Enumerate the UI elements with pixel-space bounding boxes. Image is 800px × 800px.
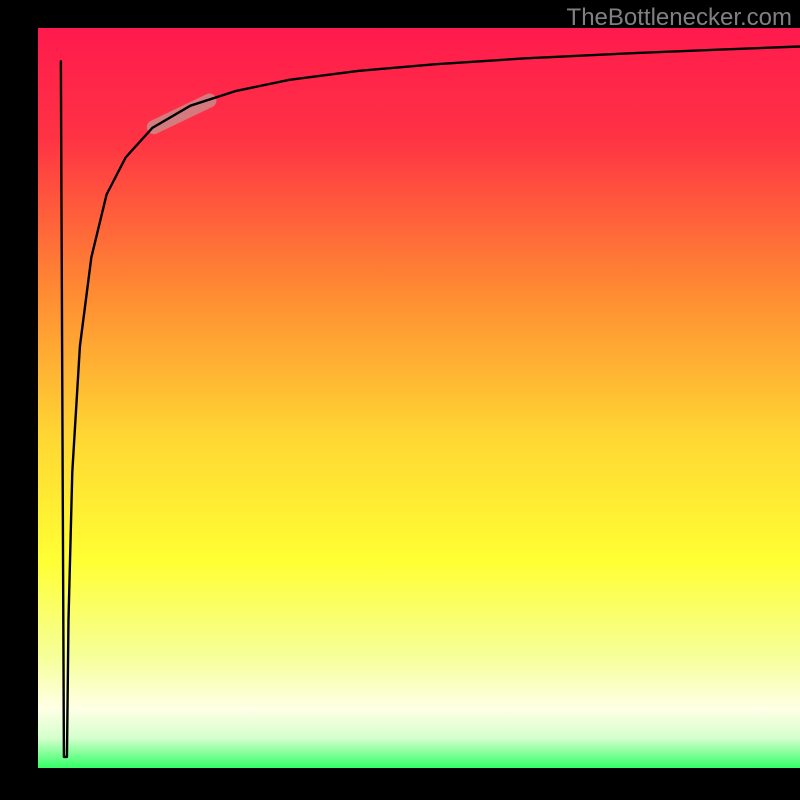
- bottleneck-curve: [61, 47, 800, 757]
- plot-area: [38, 28, 800, 768]
- watermark-text: TheBottlenecker.com: [567, 4, 792, 32]
- chart-container: TheBottlenecker.com: [0, 0, 800, 800]
- chart-svg: [38, 28, 800, 768]
